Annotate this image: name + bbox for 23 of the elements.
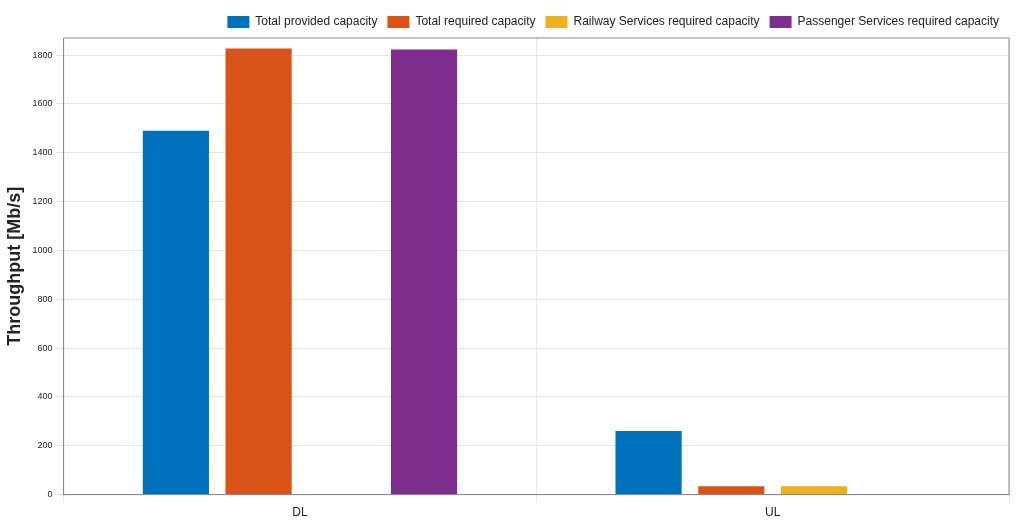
legend-label: Passenger Services required capacity	[797, 14, 999, 29]
legend-label: Total required capacity	[415, 14, 536, 29]
y-tick-label: 600	[37, 342, 53, 353]
y-tick-label: 1600	[32, 98, 53, 109]
bar	[780, 486, 848, 495]
y-tick-label: 0	[47, 489, 53, 500]
bar	[225, 48, 292, 495]
y-tick-label: 1400	[32, 147, 53, 158]
y-tick-label: 200	[37, 440, 53, 451]
y-tick-label: 400	[37, 391, 53, 402]
x-tick-label: DL	[292, 505, 308, 520]
y-axis-title: Throughput [Mb/s]	[3, 186, 24, 346]
x-tick-label: UL	[764, 505, 781, 520]
bar	[698, 486, 765, 495]
bar	[615, 431, 682, 495]
y-tick-label: 1800	[32, 49, 53, 60]
y-tick-label: 1200	[32, 196, 53, 207]
legend-label: Railway Services required capacity	[573, 14, 760, 29]
y-tick-label: 800	[37, 293, 53, 304]
bar	[142, 130, 209, 495]
bar	[390, 49, 458, 495]
legend-label: Total provided capacity	[255, 14, 378, 29]
y-tick-label: 1000	[32, 244, 53, 255]
